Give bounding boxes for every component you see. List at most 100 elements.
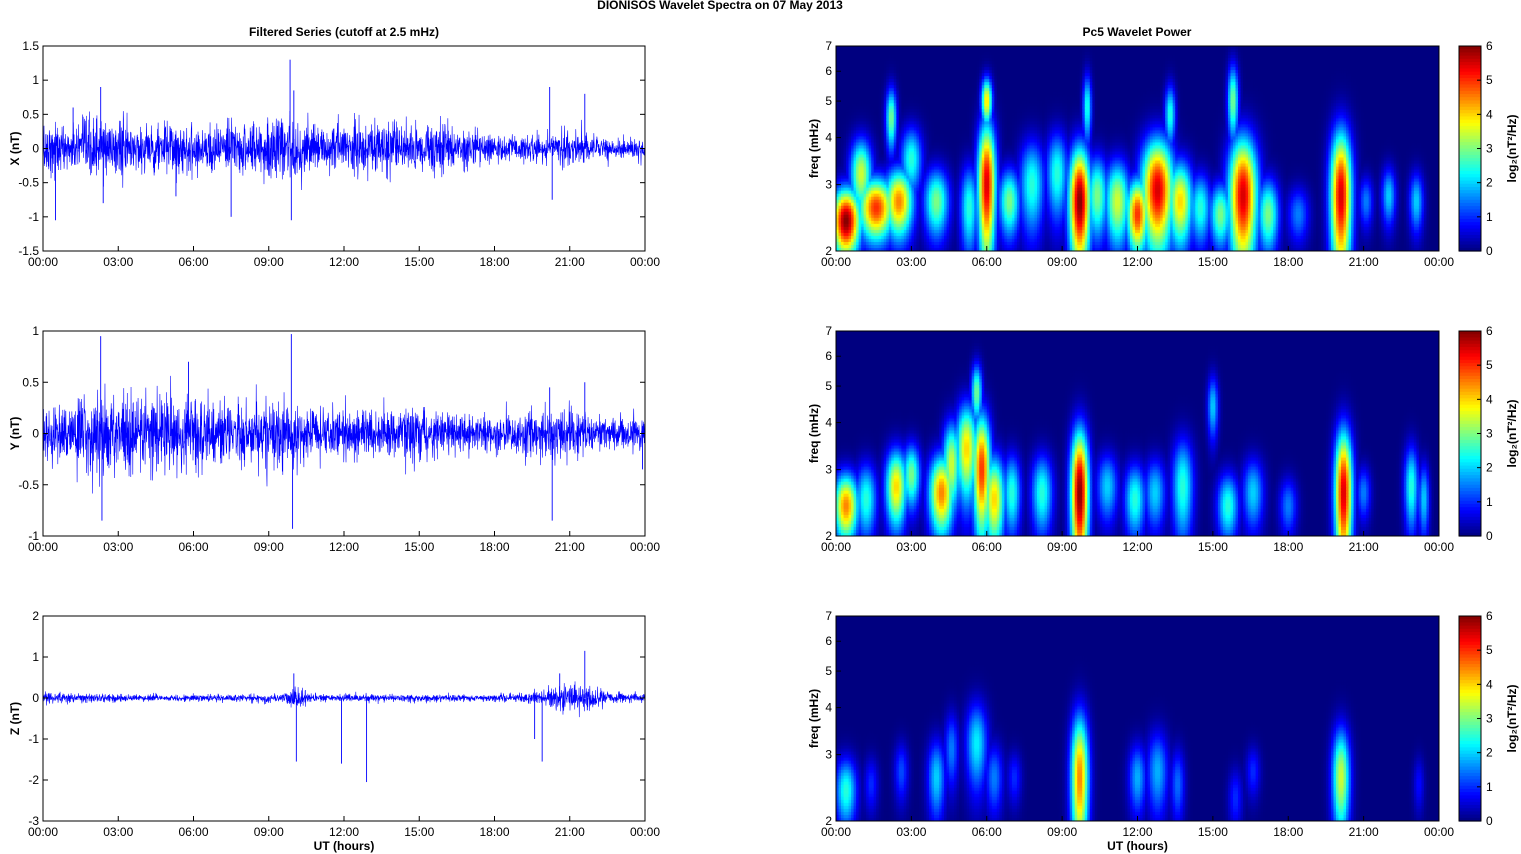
x-wavelet-cell <box>1255 79 1259 83</box>
x-wavelet-cell <box>1084 46 1088 50</box>
x-wavelet-cell <box>1190 79 1194 83</box>
x-wavelet-cell <box>913 88 917 92</box>
x-wavelet-cell <box>1393 67 1397 71</box>
x-wavelet-cell <box>881 61 885 65</box>
x-wavelet-cell <box>1366 91 1370 95</box>
x-wavelet-cell <box>949 67 953 71</box>
x-wavelet-cell <box>891 73 895 77</box>
x-wavelet-cell <box>933 82 938 86</box>
x-wavelet-cell <box>1325 76 1330 80</box>
x-wavelet-cell <box>1376 46 1380 50</box>
x-wavelet-cell <box>841 58 845 62</box>
x-wavelet-cell <box>1044 103 1048 107</box>
x-wavelet-cell <box>1150 76 1154 80</box>
x-wavelet-cell <box>1238 79 1242 83</box>
x-wavelet-cell <box>1052 94 1056 98</box>
x-wavelet-cell <box>873 103 877 107</box>
x-wavelet-cell <box>956 94 960 98</box>
x-wavelet-cell <box>886 94 890 98</box>
x-wavelet-cell <box>986 79 990 83</box>
x-wavelet-cell <box>1222 58 1227 62</box>
x-wavelet-cell <box>1094 79 1098 83</box>
x-wavelet-cell <box>1039 52 1043 56</box>
x-wavelet-cell <box>1004 94 1008 98</box>
x-wavelet-cell <box>1117 85 1121 89</box>
x-wavelet-cell <box>1039 55 1043 59</box>
x-wavelet-cell <box>1376 94 1380 98</box>
x-wavelet-cell <box>866 82 870 86</box>
x-wavelet-cell <box>1167 94 1171 98</box>
x-wavelet-cell <box>1376 91 1380 95</box>
x-wavelet-cell <box>1325 79 1330 83</box>
x-wavelet-cell <box>1089 76 1093 80</box>
x-wavelet-cell <box>1102 76 1106 80</box>
x-wavelet-cell <box>1313 58 1317 62</box>
x-wavelet-cell <box>876 76 880 80</box>
x-wavelet-cell <box>984 46 988 50</box>
x-wavelet-cell <box>1238 103 1242 107</box>
x-wavelet-cell <box>1280 94 1284 98</box>
x-wavelet-cell <box>1305 55 1309 59</box>
x-wavelet-cell <box>1303 76 1307 80</box>
x-wavelet-cell <box>1373 97 1377 101</box>
x-wavelet-cell <box>896 46 900 50</box>
x-wavelet-cell <box>1014 52 1018 56</box>
x-wavelet-cell <box>923 55 928 59</box>
x-wavelet-cell <box>1260 82 1264 86</box>
x-wavelet-cell <box>1310 55 1314 59</box>
x-wavelet-cell <box>1205 79 1209 83</box>
x-wavelet-cell <box>1371 58 1375 62</box>
x-wavelet-cell <box>981 85 985 89</box>
x-wavelet-cell <box>1232 49 1237 53</box>
x-wavelet-cell <box>1348 79 1352 83</box>
x-wavelet-cell <box>1185 61 1189 65</box>
x-wavelet-cell <box>1253 58 1257 62</box>
x-wavelet-cell <box>921 46 925 50</box>
x-wavelet-cell <box>1132 58 1136 62</box>
x-wavelet-cell <box>986 55 990 59</box>
x-wavelet-cell <box>921 94 925 98</box>
x-wavelet-cell <box>1260 79 1264 83</box>
x-wavelet-cell <box>1114 82 1118 86</box>
x-wavelet-cell <box>1391 73 1395 77</box>
x-wavelet-cell <box>1280 97 1284 101</box>
x-wavelet-cell <box>1079 76 1083 80</box>
x-wavelet-cell <box>1358 52 1362 56</box>
x-wavelet-cell <box>1187 97 1191 101</box>
x-wavelet-cell <box>1039 67 1043 71</box>
x-wavelet-cell <box>903 49 907 53</box>
x-wavelet-cell <box>1368 73 1372 77</box>
x-wavelet-cell <box>1391 49 1395 53</box>
x-wavelet-cell <box>1235 73 1239 77</box>
x-wavelet-cell <box>1335 79 1340 83</box>
x-wavelet-cell <box>1313 88 1317 92</box>
x-wavelet-cell <box>866 91 870 95</box>
x-wavelet-cell <box>1077 67 1081 71</box>
x-wavelet-cell <box>888 82 892 86</box>
x-wavelet-cell <box>1298 70 1302 74</box>
x-wavelet-cell <box>911 70 915 74</box>
x-wavelet-cell <box>1084 82 1088 86</box>
x-wavelet-cell <box>1049 64 1053 68</box>
x-wavelet-cell <box>1338 97 1342 101</box>
x-wavelet-cell <box>1293 79 1297 83</box>
x-wavelet-cell <box>851 58 855 62</box>
x-wavelet-cell <box>846 46 850 50</box>
x-wavelet-cell <box>1245 52 1249 56</box>
x-wavelet-cell <box>1361 88 1365 92</box>
x-wavelet-cell <box>1217 70 1222 74</box>
x-wavelet-cell <box>1273 91 1277 95</box>
x-wavelet-cell <box>1029 79 1033 83</box>
x-wavelet-cell <box>1172 73 1176 77</box>
x-wavelet-cell <box>964 79 968 83</box>
x-wavelet-cell <box>893 88 897 92</box>
x-series-ytick-label: 0 <box>32 142 39 156</box>
x-wavelet-cell <box>863 67 867 71</box>
x-wavelet-cell <box>979 55 983 59</box>
x-wavelet-cell <box>1348 52 1352 56</box>
x-wavelet-cell <box>1197 79 1201 83</box>
x-wavelet-cell <box>846 103 850 107</box>
x-wavelet-cell <box>1295 64 1299 68</box>
x-wavelet-cell <box>1288 91 1292 95</box>
x-wavelet-cell <box>1376 58 1380 62</box>
